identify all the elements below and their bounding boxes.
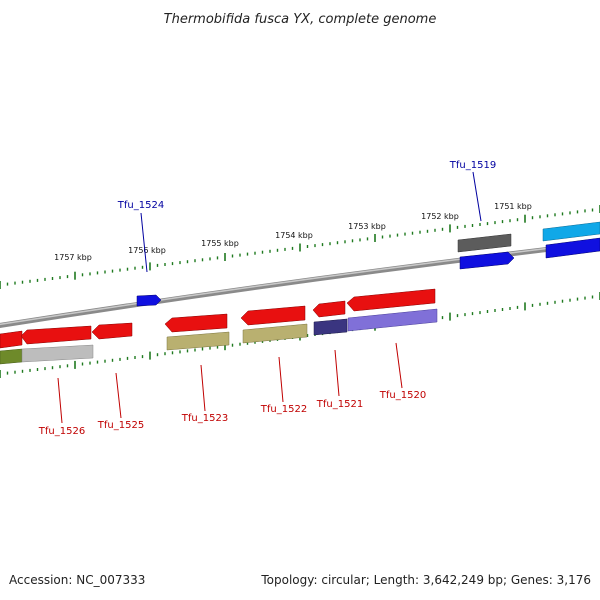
- label-tfu-1521[interactable]: Tfu_1521: [316, 399, 363, 410]
- label-tfu-1524[interactable]: Tfu_1524: [117, 200, 164, 211]
- leader-tfu-1523: [200, 364, 206, 412]
- feature-khaki-1523[interactable]: [166, 331, 230, 351]
- gene-tfu-1525[interactable]: [91, 322, 133, 340]
- tick-label-1751: 1751 kbp: [494, 202, 532, 211]
- gene-tfu-1519[interactable]: [459, 251, 515, 270]
- gene-tfu-1523[interactable]: [164, 313, 228, 333]
- feature-bars: [0, 308, 438, 365]
- outer-tick-track: [0, 205, 600, 289]
- gene-tfu-1522[interactable]: [240, 305, 306, 326]
- genome-backbone-highlight: [0, 241, 600, 326]
- gene-dark-grey[interactable]: [457, 233, 512, 253]
- tick-label-1753: 1753 kbp: [348, 222, 386, 231]
- tick-label-1754: 1754 kbp: [275, 231, 313, 240]
- leader-tfu-1519: [472, 171, 482, 222]
- label-tfu-1522[interactable]: Tfu_1522: [260, 404, 307, 415]
- label-leaders: [57, 171, 482, 424]
- tick-label-1755: 1755 kbp: [201, 239, 239, 248]
- leader-tfu-1525: [115, 372, 122, 419]
- tick-labels: 1757 kbp 1756 kbp 1755 kbp 1754 kbp 1753…: [54, 202, 532, 262]
- gene-tfu-1521[interactable]: [312, 300, 346, 318]
- map-title: Thermobifida fusca YX, complete genome: [164, 12, 437, 27]
- leader-tfu-1521: [334, 349, 340, 397]
- forward-strand-genes: [136, 221, 600, 307]
- genome-backbone: [0, 240, 600, 328]
- feature-grey[interactable]: [21, 344, 94, 363]
- label-tfu-1526[interactable]: Tfu_1526: [38, 426, 85, 437]
- gene-blue-right[interactable]: [545, 237, 600, 259]
- gene-tfu-1520[interactable]: [346, 288, 436, 312]
- leader-tfu-1526: [57, 377, 63, 424]
- gene-cyan[interactable]: [542, 221, 600, 242]
- tick-label-1756: 1756 kbp: [128, 246, 166, 255]
- tick-label-1752: 1752 kbp: [421, 212, 459, 221]
- topology-text: Topology: circular; Length: 3,642,249 bp…: [261, 573, 591, 587]
- label-tfu-1523[interactable]: Tfu_1523: [181, 413, 228, 424]
- label-tfu-1519[interactable]: Tfu_1519: [449, 160, 496, 171]
- feature-navy-1521[interactable]: [313, 318, 348, 336]
- leader-tfu-1522: [278, 356, 284, 403]
- accession-text: Accession: NC_007333: [9, 573, 146, 587]
- feature-lavender-1520[interactable]: [347, 308, 438, 332]
- gene-tfu-1524[interactable]: [136, 294, 162, 307]
- feature-olive[interactable]: [0, 348, 23, 365]
- gene-labels: Tfu_1524 Tfu_1519 Tfu_1526 Tfu_1525 Tfu_…: [38, 160, 496, 437]
- label-tfu-1525[interactable]: Tfu_1525: [97, 420, 144, 431]
- reverse-strand-genes: [0, 288, 436, 349]
- label-tfu-1520[interactable]: Tfu_1520: [379, 390, 426, 401]
- gene-red-edge[interactable]: [0, 330, 23, 349]
- leader-tfu-1524: [140, 212, 148, 273]
- leader-tfu-1520: [395, 342, 403, 389]
- feature-khaki-1522[interactable]: [242, 323, 308, 344]
- tick-label-1757: 1757 kbp: [54, 253, 92, 262]
- gene-tfu-1526[interactable]: [20, 325, 92, 345]
